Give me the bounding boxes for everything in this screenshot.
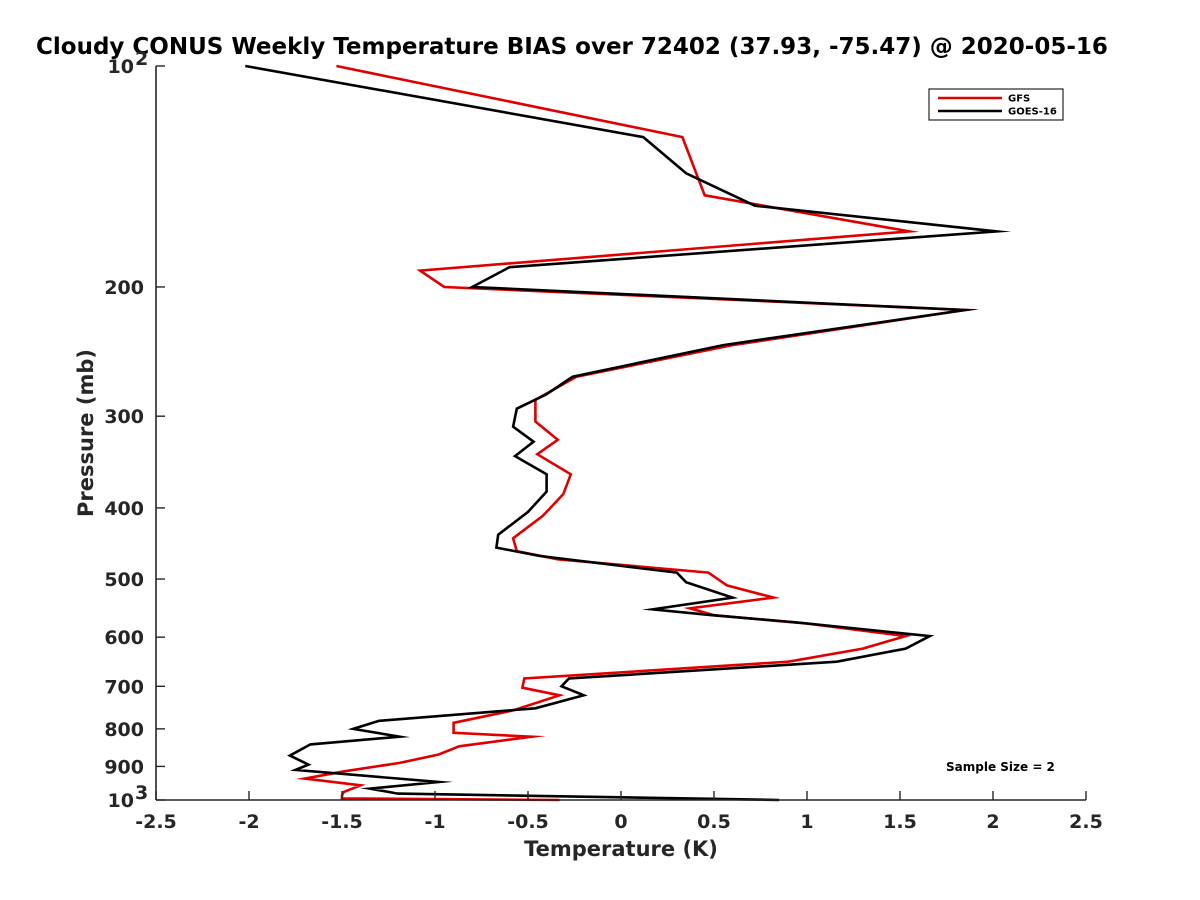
x-axis-ticks: -2.5 -2 -1.5 -1 -0.5 0 0.5 1 1.5 2 2.5: [135, 791, 1103, 833]
x-tick-label: -1: [424, 811, 445, 833]
x-tick-label: 2.5: [1069, 811, 1103, 833]
series-line-gfs: [296, 64, 979, 802]
y-tick-label: 700: [104, 676, 144, 698]
x-tick-label: 1.5: [883, 811, 917, 833]
x-axis-label: Temperature (K): [524, 837, 718, 861]
plot-area: [245, 64, 1012, 802]
y-tick-label: 10: [108, 790, 134, 812]
sample-size-annotation: Sample Size = 2: [946, 760, 1055, 774]
y-tick-label: 500: [104, 569, 144, 591]
x-tick-label: 0: [614, 811, 627, 833]
y-tick-label: 10: [108, 56, 134, 78]
y-tick-exponent: 3: [135, 782, 148, 804]
x-tick-label: -2: [238, 811, 259, 833]
y-tick-label: 200: [104, 277, 144, 299]
legend-label-gfs: GFS: [1008, 94, 1030, 105]
legend: GFS GOES-16: [928, 88, 1064, 121]
series-line-goes-16: [245, 64, 1012, 802]
y-tick-exponent: 2: [135, 48, 148, 70]
x-tick-label: 2: [986, 811, 999, 833]
x-tick-label: 0.5: [697, 811, 731, 833]
y-tick-label: 900: [104, 756, 144, 778]
x-tick-label: -2.5: [135, 811, 177, 833]
x-tick-label: -1.5: [321, 811, 363, 833]
legend-box: [928, 88, 1064, 121]
x-tick-label: 1: [800, 811, 813, 833]
legend-label-goes-16: GOES-16: [1008, 107, 1057, 118]
y-tick-label: 600: [104, 627, 144, 649]
y-tick-label: 300: [104, 406, 144, 428]
y-axis-label: Pressure (mb): [74, 349, 98, 517]
chart-title: Cloudy CONUS Weekly Temperature BIAS ove…: [36, 34, 1108, 60]
x-tick-label: -0.5: [507, 811, 549, 833]
y-tick-label: 800: [104, 719, 144, 741]
y-tick-label: 400: [104, 498, 144, 520]
